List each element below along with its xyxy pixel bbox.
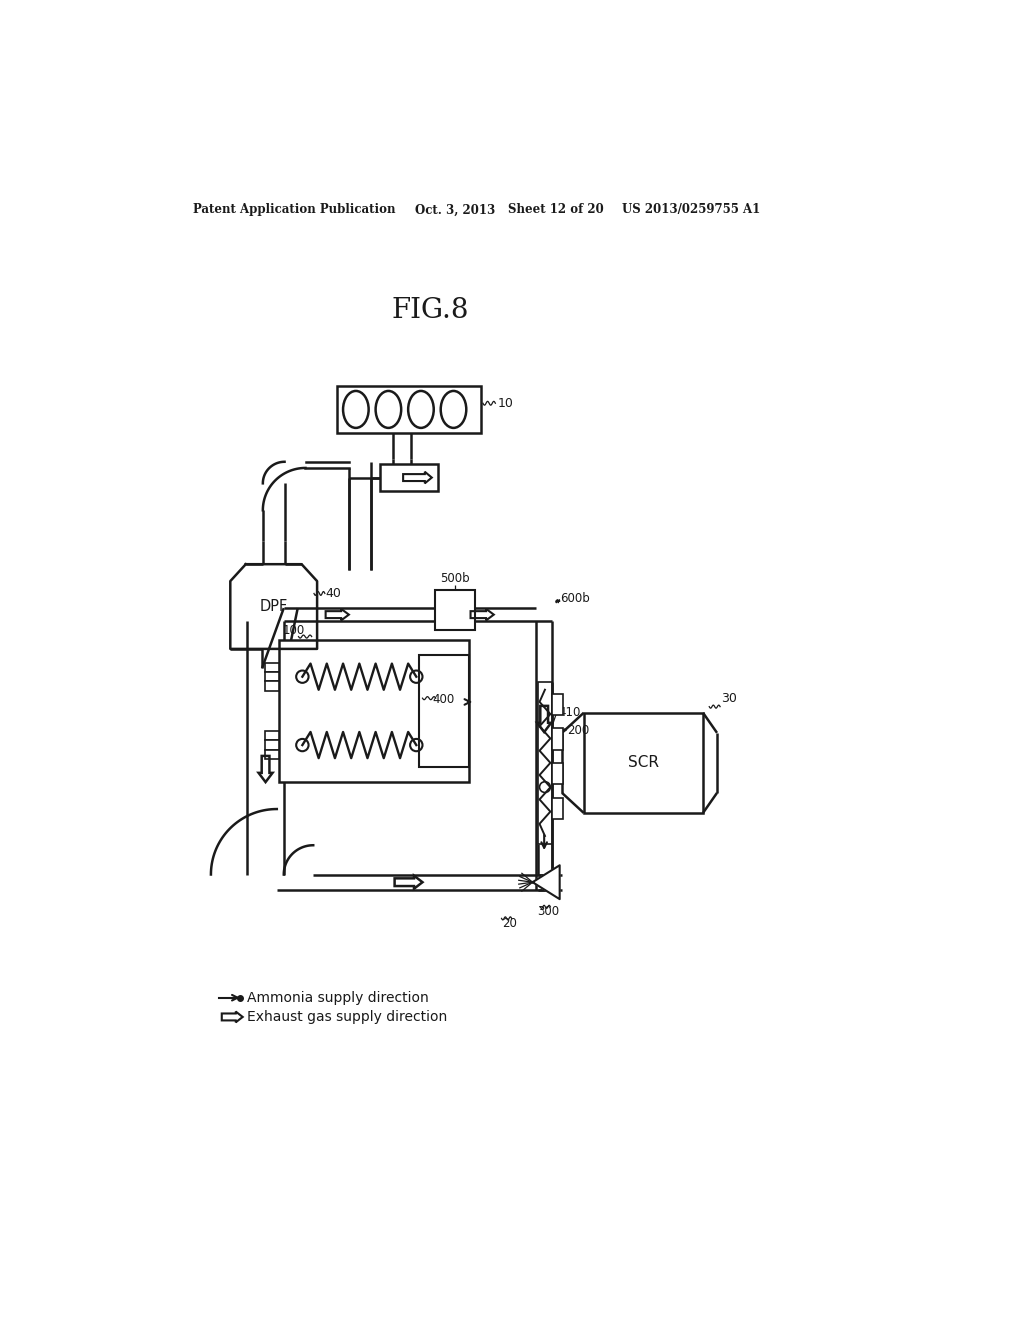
- Text: 20: 20: [502, 917, 517, 929]
- Text: 40: 40: [326, 587, 341, 601]
- Text: 410: 410: [558, 706, 581, 719]
- Text: US 2013/0259755 A1: US 2013/0259755 A1: [623, 203, 761, 216]
- Text: Sheet 12 of 20: Sheet 12 of 20: [508, 203, 603, 216]
- Text: 400: 400: [433, 693, 455, 706]
- Text: Ammonia supply direction: Ammonia supply direction: [247, 991, 428, 1005]
- Ellipse shape: [440, 391, 466, 428]
- Text: 600b: 600b: [560, 593, 590, 606]
- Bar: [280, 640, 469, 781]
- Text: 10: 10: [498, 397, 514, 409]
- Text: 300: 300: [537, 906, 559, 919]
- Bar: [380, 465, 438, 491]
- Text: Patent Application Publication: Patent Application Publication: [194, 203, 395, 216]
- Bar: [552, 729, 563, 750]
- Bar: [265, 681, 280, 690]
- Text: 30: 30: [721, 692, 736, 705]
- Ellipse shape: [376, 391, 401, 428]
- Text: 200: 200: [567, 723, 590, 737]
- Text: Oct. 3, 2013: Oct. 3, 2013: [415, 203, 495, 216]
- Bar: [265, 750, 280, 759]
- Bar: [265, 663, 280, 672]
- Bar: [552, 797, 563, 818]
- Ellipse shape: [409, 391, 434, 428]
- Bar: [538, 682, 552, 843]
- Polygon shape: [532, 866, 560, 899]
- Text: 100: 100: [283, 623, 305, 636]
- Bar: [552, 693, 563, 715]
- Polygon shape: [230, 564, 317, 649]
- Text: DPF: DPF: [259, 599, 288, 614]
- Bar: [265, 741, 280, 750]
- Polygon shape: [262, 649, 286, 668]
- Text: Exhaust gas supply direction: Exhaust gas supply direction: [247, 1010, 446, 1024]
- Polygon shape: [263, 541, 285, 564]
- Text: FIG.8: FIG.8: [391, 297, 469, 325]
- Bar: [419, 655, 469, 767]
- Bar: [337, 385, 480, 433]
- Text: SCR: SCR: [628, 755, 658, 771]
- Bar: [435, 590, 475, 630]
- Bar: [265, 731, 280, 741]
- Text: 500b: 500b: [440, 572, 470, 585]
- Bar: [552, 763, 563, 784]
- Bar: [265, 672, 280, 681]
- Ellipse shape: [343, 391, 369, 428]
- Bar: [584, 713, 703, 813]
